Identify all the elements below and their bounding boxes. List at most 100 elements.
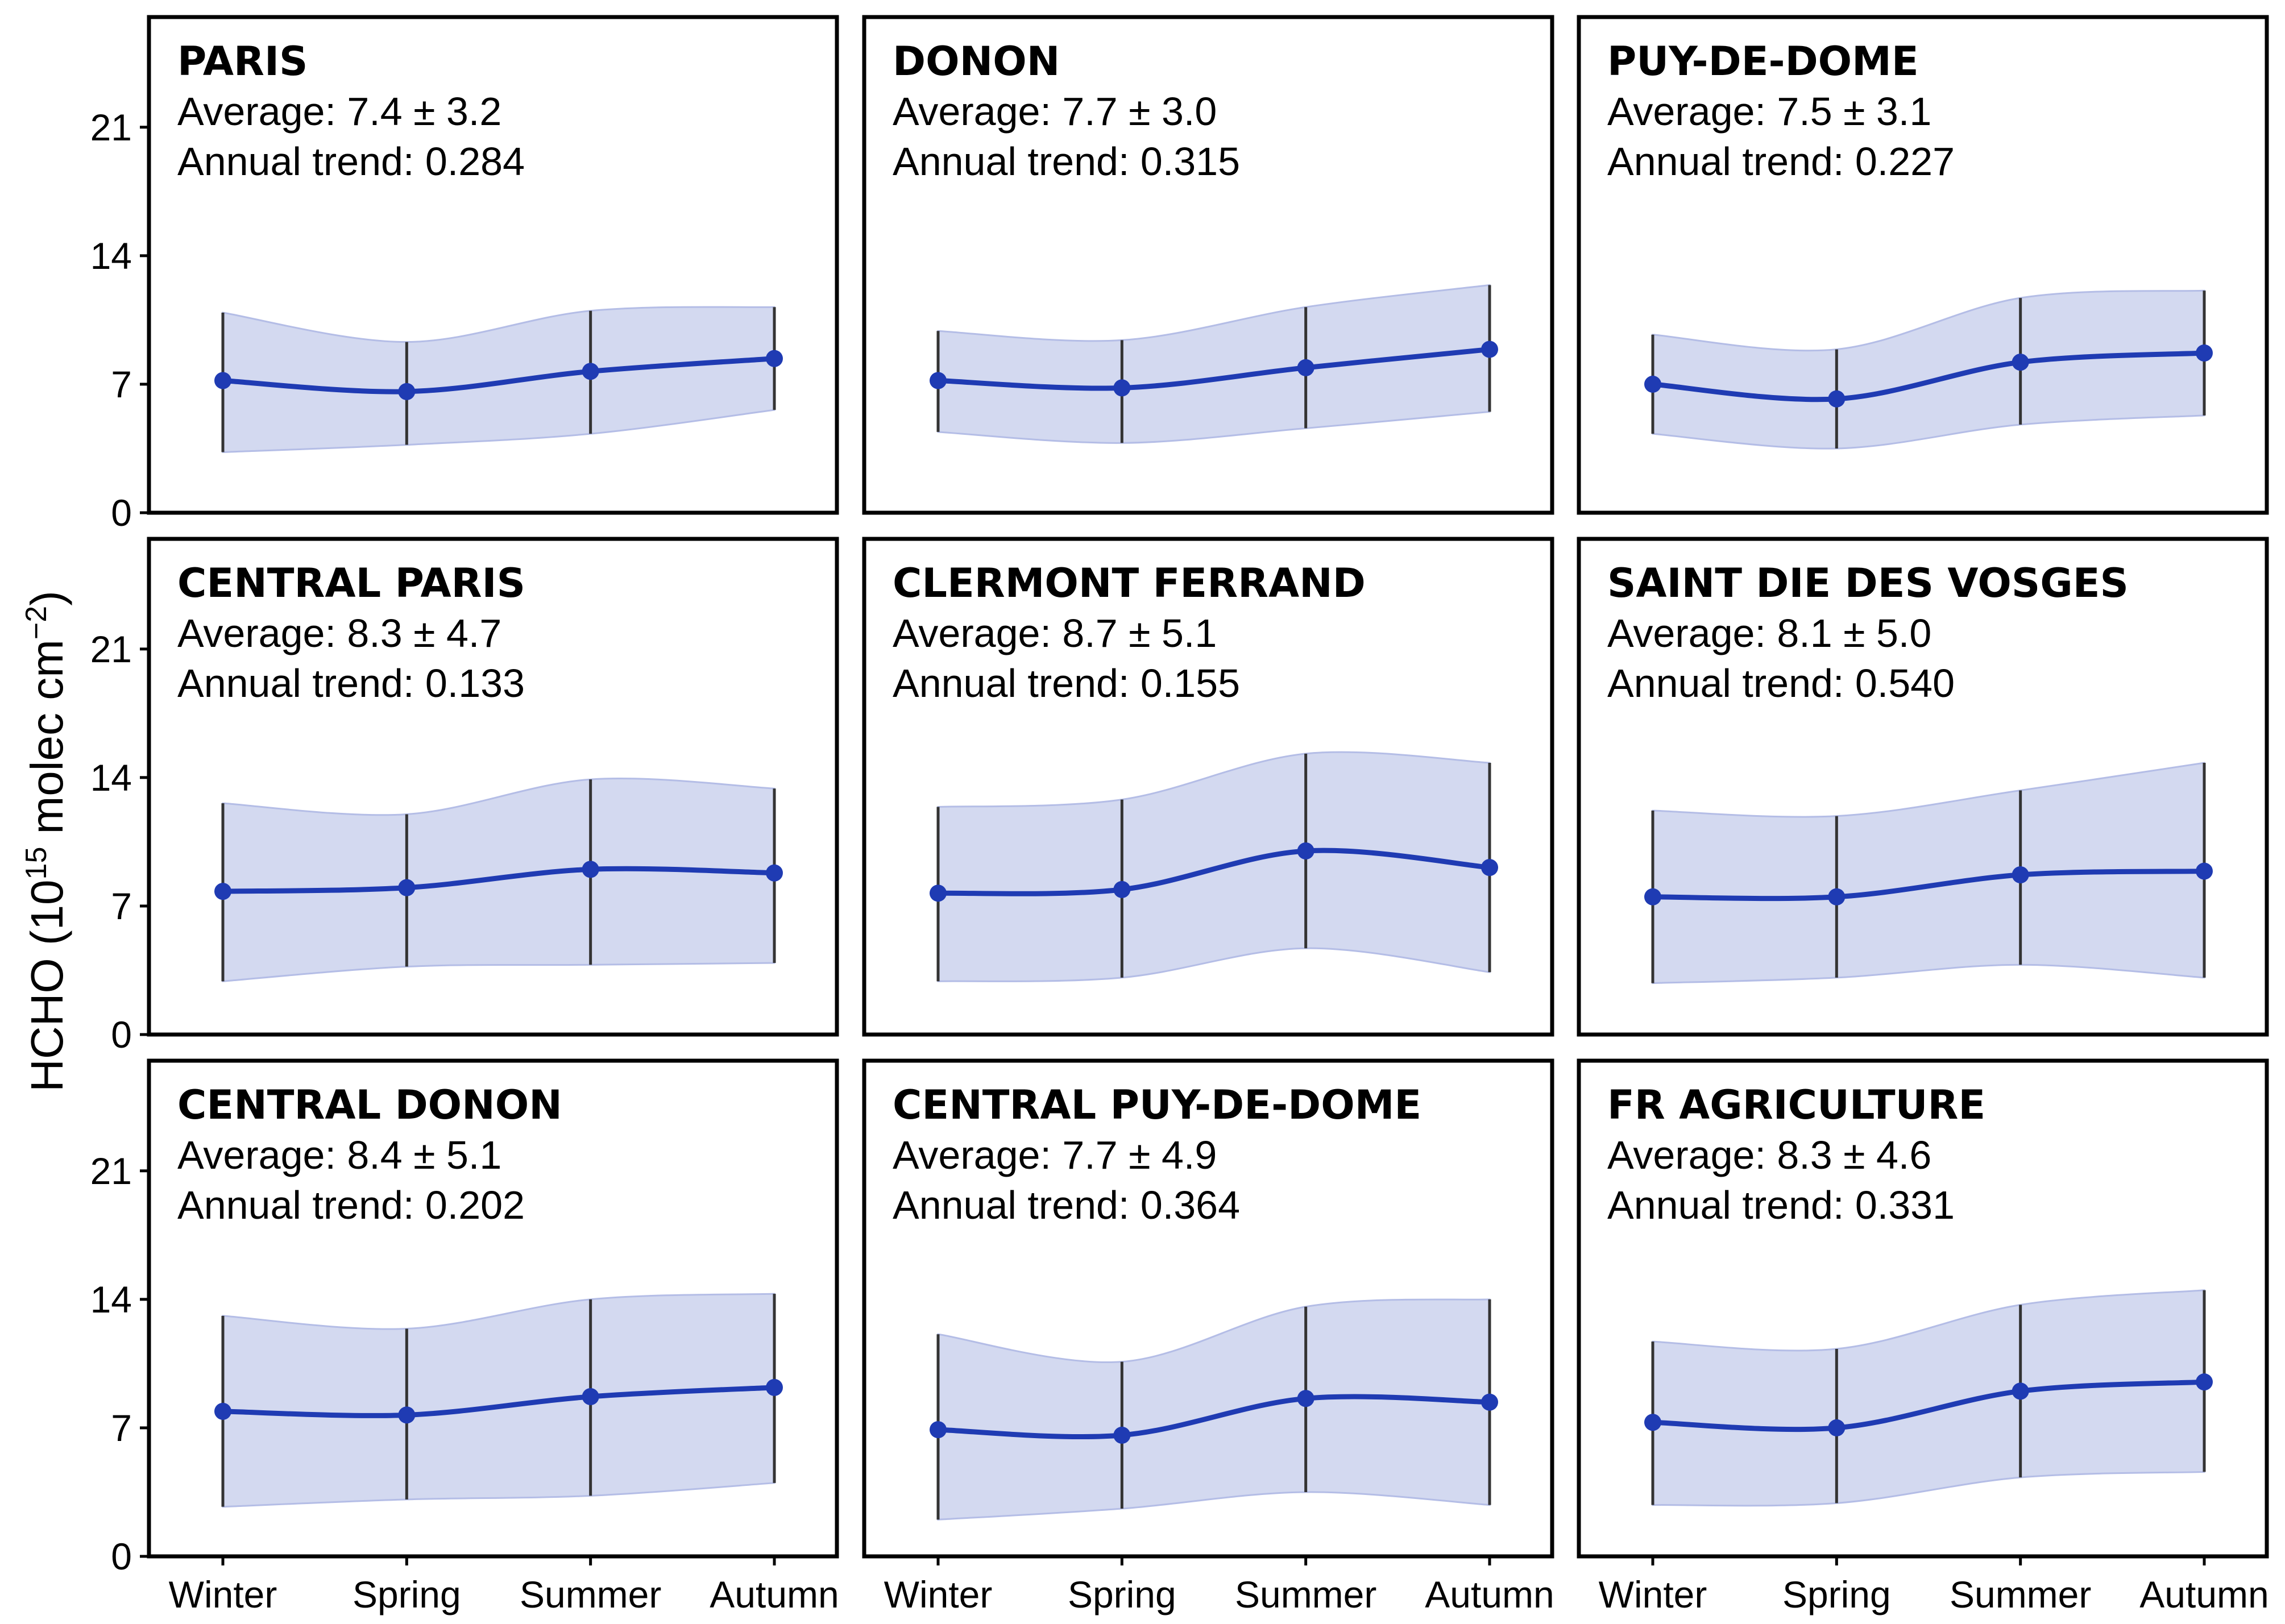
data-point <box>1828 1419 1846 1436</box>
panel-title: CENTRAL PARIS <box>177 560 525 607</box>
panel-annual-trend: Annual trend: 0.364 <box>893 1183 1240 1227</box>
x-tick-label: Autumn <box>2139 1573 2269 1615</box>
mean-line <box>220 1385 777 1418</box>
x-tick-label: Autumn <box>710 1573 839 1615</box>
panel-annual-trend: Annual trend: 0.133 <box>177 661 525 705</box>
y-tick-label: 0 <box>111 1014 132 1056</box>
panel-frame <box>1577 1058 2269 1559</box>
panel-average: Average: 8.1 ± 5.0 <box>1607 611 1931 655</box>
y-tick-label: 14 <box>90 1278 132 1320</box>
data-point <box>398 879 416 896</box>
y-tick-label: 0 <box>111 492 132 534</box>
panel-average: Average: 8.3 ± 4.6 <box>1607 1133 1931 1177</box>
data-point <box>1113 379 1131 397</box>
data-point <box>2012 1382 2029 1400</box>
y-tick-label: 21 <box>90 106 132 148</box>
panel-title: PARIS <box>177 38 308 85</box>
panel-average: Average: 7.7 ± 4.9 <box>893 1133 1217 1177</box>
data-point <box>1828 390 1846 408</box>
x-tick-label: Winter <box>884 1573 993 1615</box>
panel-title: FR AGRICULTURE <box>1607 1082 1985 1128</box>
uncertainty-band <box>222 1293 776 1508</box>
panel-fr-agriculture: FR AGRICULTURE Average: 8.3 ± 4.6 Annual t… <box>1577 1058 2269 1615</box>
data-point <box>2012 354 2029 371</box>
panel-frame <box>862 15 1554 515</box>
panel-frame <box>147 537 839 1037</box>
y-tick-label: 21 <box>90 628 132 670</box>
panel-title: PUY-DE-DOME <box>1607 38 1919 85</box>
y-tick-label: 14 <box>90 235 132 277</box>
y-axis-label-mid: molec cm <box>22 639 72 847</box>
data-point <box>766 864 783 882</box>
uncertainty-band <box>937 284 1491 444</box>
data-point <box>1644 888 1661 906</box>
panel-average: Average: 7.5 ± 3.1 <box>1607 89 1931 134</box>
mean-line <box>220 866 777 894</box>
mean-line <box>935 347 1492 391</box>
y-axis-label-exp1: 15 <box>20 847 53 880</box>
x-tick-label: Summer <box>1235 1573 1376 1615</box>
y-tick-label: 7 <box>111 363 132 405</box>
data-point <box>1481 859 1498 877</box>
data-point <box>766 350 783 367</box>
mean-line <box>935 848 1492 896</box>
panel-average: Average: 8.3 ± 4.7 <box>177 611 501 655</box>
panel-title: DONON <box>893 38 1060 85</box>
x-tick-label: Winter <box>1599 1573 1707 1615</box>
y-axis-label-end: ) <box>22 591 72 606</box>
y-axis-label-exp2: −2 <box>20 606 53 639</box>
uncertainty-band <box>1652 289 2205 450</box>
mean-line <box>1650 1379 2207 1432</box>
data-point <box>930 884 947 902</box>
data-point <box>1297 1390 1314 1407</box>
data-point <box>1113 880 1131 898</box>
mean-line <box>935 1394 1492 1440</box>
data-point <box>930 372 947 389</box>
panel-title: CLERMONT FERRAND <box>893 560 1366 607</box>
mean-line <box>1650 869 2207 902</box>
data-point <box>398 1406 416 1424</box>
x-tick-label: Winter <box>169 1573 277 1615</box>
data-point <box>1481 1393 1498 1411</box>
panel-annual-trend: Annual trend: 0.331 <box>1607 1183 1955 1227</box>
panel-title: CENTRAL DONON <box>177 1082 562 1128</box>
panel-average: Average: 8.4 ± 5.1 <box>177 1133 501 1177</box>
mean-line <box>220 356 777 394</box>
panel-annual-trend: Annual trend: 0.284 <box>177 139 525 184</box>
uncertainty-band <box>222 306 776 453</box>
data-point <box>582 861 599 878</box>
y-tick-label: 21 <box>90 1150 132 1192</box>
data-point <box>582 1388 599 1406</box>
panel-annual-trend: Annual trend: 0.227 <box>1607 139 1955 184</box>
data-point <box>398 383 416 400</box>
mean-line <box>1650 350 2207 402</box>
x-tick-label: Summer <box>520 1573 661 1615</box>
data-point <box>2196 1373 2213 1391</box>
data-point <box>1481 340 1498 358</box>
x-tick-label: Summer <box>1950 1573 2091 1615</box>
panel-title: CENTRAL PUY-DE-DOME <box>893 1082 1421 1128</box>
panel-annual-trend: Annual trend: 0.540 <box>1607 661 1955 705</box>
data-point <box>2012 866 2029 884</box>
panel-annual-trend: Annual trend: 0.315 <box>893 139 1240 184</box>
panel-central-donon: CENTRAL DONON Average: 8.4 ± 5.1 Annual tr… <box>90 1058 839 1615</box>
data-point <box>214 372 231 389</box>
panel-average: Average: 8.7 ± 5.1 <box>893 611 1217 655</box>
panel-annual-trend: Annual trend: 0.202 <box>177 1183 525 1227</box>
panel-average: Average: 7.7 ± 3.0 <box>893 89 1217 134</box>
data-point <box>1828 888 1846 906</box>
y-tick-label: 0 <box>111 1535 132 1577</box>
data-point <box>930 1421 947 1439</box>
data-point <box>1644 1414 1661 1431</box>
panel-frame <box>1577 537 2269 1037</box>
uncertainty-band <box>937 1298 1491 1521</box>
data-point <box>1297 359 1314 376</box>
panel-frame <box>862 537 1554 1037</box>
y-tick-label: 7 <box>111 885 132 927</box>
